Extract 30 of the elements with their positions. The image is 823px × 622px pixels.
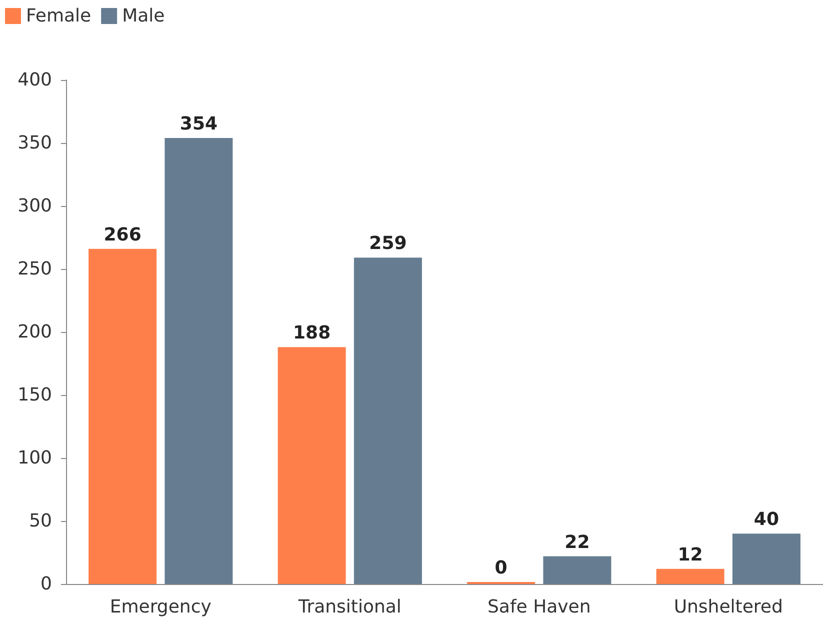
bar xyxy=(656,568,724,584)
x-tick-label: Safe Haven xyxy=(487,596,591,618)
y-tick-label: 300 xyxy=(18,196,52,216)
bar xyxy=(732,534,800,584)
x-tick-label: Unsheltered xyxy=(674,596,783,618)
legend-label: Female xyxy=(26,6,92,26)
data-label: 266 xyxy=(104,224,142,246)
bar xyxy=(543,556,612,584)
x-tick-label: Transitional xyxy=(297,596,402,618)
data-label: 188 xyxy=(293,322,331,344)
y-tick-label: 250 xyxy=(18,258,52,280)
bar xyxy=(88,248,157,584)
data-label: 354 xyxy=(180,113,218,134)
x-tick-label: Emergency xyxy=(110,596,212,618)
data-label: 40 xyxy=(754,509,779,530)
y-tick-label: 50 xyxy=(29,510,52,532)
bar xyxy=(278,347,346,584)
bar xyxy=(354,258,422,584)
y-tick-label: 150 xyxy=(18,384,52,406)
bar xyxy=(164,138,233,584)
y-tick-label: 400 xyxy=(18,70,52,90)
y-tick-label: 0 xyxy=(40,574,52,594)
y-tick-label: 200 xyxy=(18,322,52,342)
legend-label: Male xyxy=(122,6,165,26)
data-label: 22 xyxy=(564,532,590,553)
y-tick-label: 100 xyxy=(18,448,52,468)
data-label: 0 xyxy=(494,558,508,578)
y-tick-label: 350 xyxy=(18,132,52,154)
data-label: 12 xyxy=(678,544,703,566)
data-label: 259 xyxy=(369,233,407,254)
